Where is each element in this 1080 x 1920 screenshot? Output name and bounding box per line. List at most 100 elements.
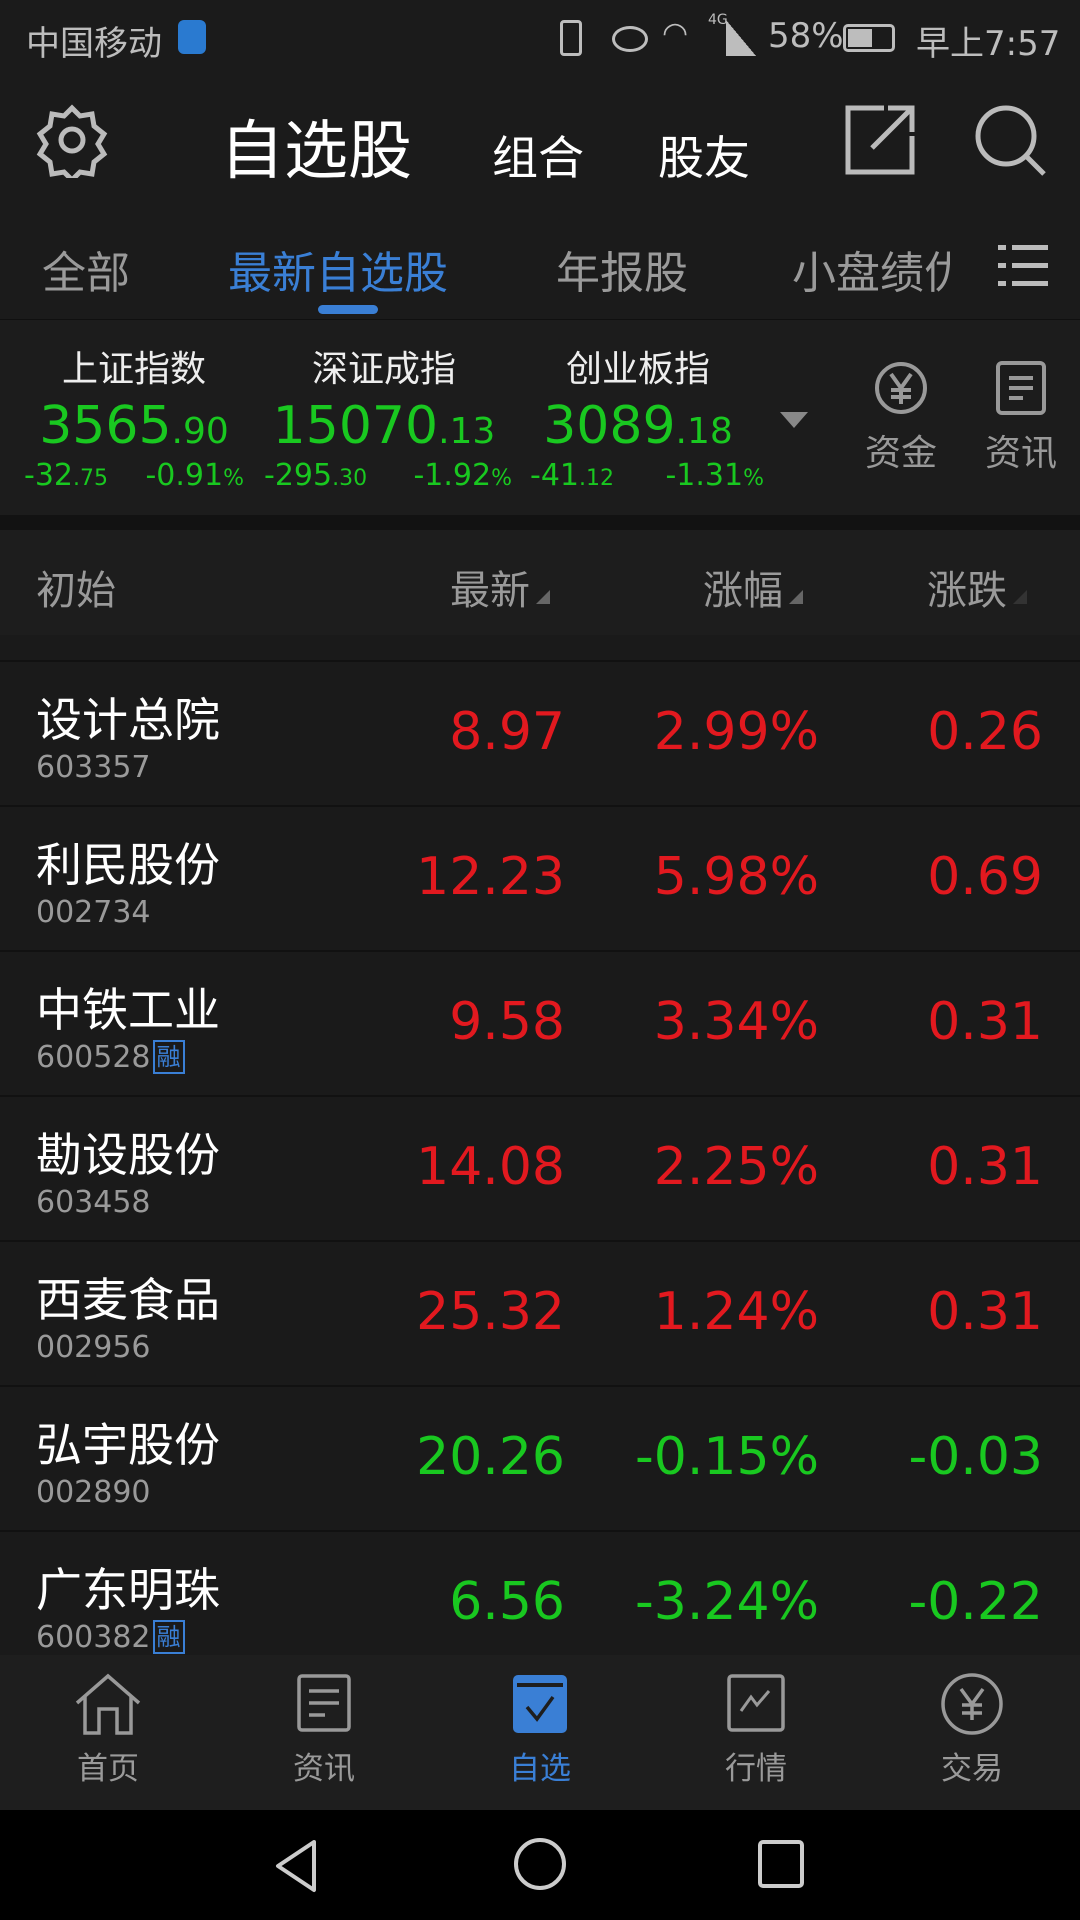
watchlist-icon xyxy=(513,1675,567,1733)
yen-icon xyxy=(941,1673,1003,1735)
table-row-partial[interactable]: 002399 xyxy=(0,635,1080,662)
table-row[interactable]: 广东明珠 600382 融 6.56 -3.24% -0.22 xyxy=(0,1532,1080,1655)
tab-all[interactable]: 全部 xyxy=(42,248,130,299)
bottom-nav: 首页 资讯 自选 行情 交易 xyxy=(0,1655,1080,1810)
table-row[interactable]: 勘设股份 603458 14.08 2.25% 0.31 xyxy=(0,1097,1080,1242)
index-value: 3089.18 xyxy=(543,396,733,456)
table-row[interactable]: 弘宇股份 002890 20.26 -0.15% -0.03 xyxy=(0,1387,1080,1532)
stock-price: 12.23 xyxy=(416,847,565,907)
system-nav-bar xyxy=(0,1810,1080,1920)
tab-annual-report[interactable]: 年报股 xyxy=(556,248,688,299)
yen-cycle-icon xyxy=(875,362,927,414)
stock-change: 0.31 xyxy=(927,992,1043,1052)
chart-icon xyxy=(727,1674,785,1732)
back-icon[interactable] xyxy=(272,1838,322,1894)
stock-name: 弘宇股份 xyxy=(36,1418,220,1472)
active-tab-indicator xyxy=(318,305,378,314)
stock-code: 603357 xyxy=(36,750,151,785)
stock-percent: -0.15% xyxy=(635,1427,819,1487)
stock-change: 0.69 xyxy=(927,847,1043,907)
index-name: 深证成指 xyxy=(311,349,456,390)
funds-button[interactable]: 资金 xyxy=(856,360,946,476)
sort-icon xyxy=(1013,590,1027,604)
index-change: -32.75 -0.91% xyxy=(24,458,244,493)
network-type: 4G xyxy=(708,12,728,28)
table-row[interactable]: 中铁工业 600528 融 9.58 3.34% 0.31 xyxy=(0,952,1080,1097)
eye-icon xyxy=(612,26,648,52)
index-chinext[interactable]: 创业板指 3089.18 -41.12 -1.31% xyxy=(508,340,768,493)
sort-initial[interactable]: 初始 xyxy=(36,568,116,614)
index-shanghai[interactable]: 上证指数 3565.90 -32.75 -0.91% xyxy=(4,340,264,493)
sort-icon xyxy=(536,590,550,604)
tab-latest-watchlist[interactable]: 最新自选股 xyxy=(228,248,448,299)
stock-change: 0.31 xyxy=(927,1137,1043,1197)
divider xyxy=(0,515,1080,530)
stock-percent: 5.98% xyxy=(653,847,819,907)
share-icon[interactable] xyxy=(844,104,916,176)
sort-icon xyxy=(789,590,803,604)
carrier: 中国移动 xyxy=(26,24,162,64)
stock-name: 勘设股份 xyxy=(36,1128,220,1182)
index-value: 3565.90 xyxy=(39,396,229,456)
table-row[interactable]: 设计总院 603357 8.97 2.99% 0.26 xyxy=(0,662,1080,807)
page-title[interactable]: 自选股 xyxy=(220,115,412,189)
nav-home[interactable]: 首页 xyxy=(0,1673,216,1788)
sort-percent[interactable]: 涨幅 xyxy=(703,558,803,616)
home-icon xyxy=(75,1673,141,1735)
watchlist-tabs: 全部 最新自选股 年报股 小盘绩优 xyxy=(0,215,1080,320)
index-change: -41.12 -1.31% xyxy=(530,458,764,493)
stock-price: 25.32 xyxy=(416,1282,565,1342)
index-change: -295.30 -1.92% xyxy=(264,458,512,493)
signal-icon xyxy=(726,20,756,56)
stock-change: -0.03 xyxy=(908,1427,1043,1487)
shield-icon xyxy=(178,20,206,54)
nav-market[interactable]: 行情 xyxy=(648,1673,864,1788)
stock-name: 利民股份 xyxy=(36,838,220,892)
table-row[interactable]: 西麦食品 002956 25.32 1.24% 0.31 xyxy=(0,1242,1080,1387)
settings-gear-icon[interactable] xyxy=(34,102,110,178)
index-name: 上证指数 xyxy=(61,349,206,390)
search-icon[interactable] xyxy=(972,102,1048,178)
stock-percent: -3.24% xyxy=(635,1572,819,1632)
funds-label: 资金 xyxy=(864,433,937,474)
tab-combo[interactable]: 组合 xyxy=(492,131,584,185)
sort-price[interactable]: 最新 xyxy=(450,558,550,616)
stock-percent: 1.24% xyxy=(653,1282,819,1342)
tab-friends[interactable]: 股友 xyxy=(658,131,750,185)
stock-code: 002890 xyxy=(36,1475,151,1510)
stock-name: 设计总院 xyxy=(36,693,220,747)
stock-price: 14.08 xyxy=(416,1137,565,1197)
header: 自选股 组合 股友 xyxy=(0,80,1080,215)
battery-percent: 58% xyxy=(768,16,844,56)
stock-percent: 2.25% xyxy=(653,1137,819,1197)
index-panel: 上证指数 3565.90 -32.75 -0.91% 深证成指 15070.13 … xyxy=(0,320,1080,515)
stock-code: 600382 融 xyxy=(36,1620,185,1655)
stock-price: 9.58 xyxy=(449,992,565,1052)
status-bar: 中国移动 ◠ 4G 58% 早上7:57 xyxy=(0,0,1080,80)
wifi-icon: ◠ xyxy=(662,16,689,51)
index-shenzhen[interactable]: 深证成指 15070.13 -295.30 -1.92% xyxy=(254,340,514,493)
recents-icon[interactable] xyxy=(756,1838,806,1890)
table-row[interactable]: 利民股份 002734 12.23 5.98% 0.69 xyxy=(0,807,1080,952)
tab-small-cap[interactable]: 小盘绩优 xyxy=(792,248,950,299)
news-label: 资讯 xyxy=(984,433,1057,474)
expand-indices-icon[interactable] xyxy=(780,412,808,428)
sort-change[interactable]: 涨跌 xyxy=(927,558,1027,616)
nav-news[interactable]: 资讯 xyxy=(216,1673,432,1788)
stock-name: 中铁工业 xyxy=(36,983,220,1037)
stock-price: 6.56 xyxy=(449,1572,565,1632)
margin-badge: 融 xyxy=(152,1040,185,1074)
stock-name: 西麦食品 xyxy=(36,1273,220,1327)
nav-watchlist[interactable]: 自选 xyxy=(432,1673,648,1788)
stock-change: 0.26 xyxy=(927,702,1043,762)
column-header: 初始 最新 涨幅 涨跌 xyxy=(0,530,1080,635)
stock-code: 002956 xyxy=(36,1330,151,1365)
index-name: 创业板指 xyxy=(565,349,710,390)
home-circle-icon[interactable] xyxy=(512,1836,568,1892)
stock-percent: 2.99% xyxy=(653,702,819,762)
stock-change: 0.31 xyxy=(927,1282,1043,1342)
nav-trade[interactable]: 交易 xyxy=(864,1673,1080,1788)
news-button[interactable]: 资讯 xyxy=(976,360,1066,476)
menu-list-icon[interactable] xyxy=(998,243,1048,289)
